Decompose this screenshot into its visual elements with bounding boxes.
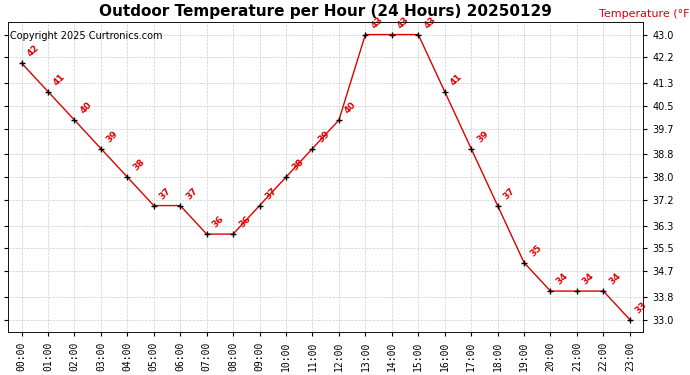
Text: 37: 37	[158, 186, 173, 201]
Text: 38: 38	[131, 158, 146, 173]
Text: 38: 38	[290, 158, 305, 173]
Text: 43: 43	[396, 15, 411, 30]
Text: 37: 37	[184, 186, 199, 201]
Text: 40: 40	[343, 100, 358, 116]
Text: 43: 43	[422, 15, 437, 30]
Text: 39: 39	[105, 129, 120, 144]
Text: 43: 43	[369, 15, 384, 30]
Text: Copyright 2025 Curtronics.com: Copyright 2025 Curtronics.com	[10, 31, 162, 41]
Text: 41: 41	[52, 72, 67, 87]
Text: 37: 37	[502, 186, 517, 201]
Text: 41: 41	[448, 72, 464, 87]
Text: 40: 40	[79, 100, 94, 116]
Text: 37: 37	[264, 186, 279, 201]
Text: 36: 36	[210, 214, 226, 230]
Text: 42: 42	[26, 44, 41, 59]
Text: 33: 33	[634, 300, 649, 315]
Text: 36: 36	[237, 214, 253, 230]
Text: Temperature (°F): Temperature (°F)	[599, 9, 690, 19]
Text: 39: 39	[475, 129, 491, 144]
Text: 34: 34	[607, 272, 622, 287]
Text: 35: 35	[528, 243, 543, 258]
Title: Outdoor Temperature per Hour (24 Hours) 20250129: Outdoor Temperature per Hour (24 Hours) …	[99, 4, 552, 19]
Text: 34: 34	[581, 272, 596, 287]
Text: 34: 34	[555, 272, 570, 287]
Text: 39: 39	[317, 129, 332, 144]
